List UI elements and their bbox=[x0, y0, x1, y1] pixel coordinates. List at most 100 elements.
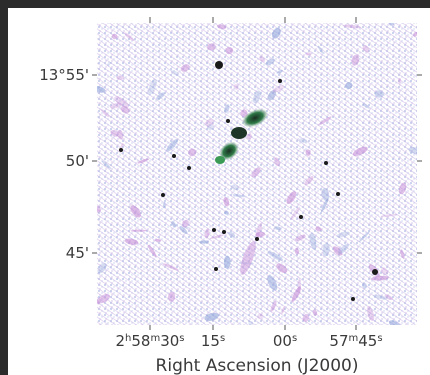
noise-blob bbox=[274, 226, 282, 230]
noise-blob bbox=[361, 282, 367, 289]
noise-blob bbox=[246, 133, 252, 140]
noise-blob bbox=[154, 238, 161, 242]
noise-blob bbox=[380, 213, 398, 217]
point-source bbox=[324, 161, 328, 165]
noise-blob bbox=[294, 234, 306, 242]
y-axis-ticks: 13°55' 50' 45' bbox=[39, 66, 422, 262]
noise-blob bbox=[309, 232, 317, 250]
noise-blob bbox=[321, 198, 329, 213]
noise-blob bbox=[252, 90, 261, 104]
noise-blob bbox=[381, 267, 389, 276]
noise-blob bbox=[130, 229, 148, 232]
noise-blob bbox=[338, 243, 349, 255]
noise-blob bbox=[225, 46, 234, 55]
noise-blob bbox=[290, 206, 300, 220]
noise-blob bbox=[171, 221, 177, 228]
noise-blob bbox=[343, 24, 361, 29]
noise-blob bbox=[255, 231, 266, 238]
noise-blob bbox=[305, 52, 312, 56]
noise-blob bbox=[179, 225, 191, 229]
noise-blob bbox=[182, 219, 189, 228]
noise-blob bbox=[116, 75, 125, 81]
noise-blob bbox=[100, 109, 110, 118]
noise-blob bbox=[238, 262, 255, 265]
point-source bbox=[222, 230, 226, 234]
noise-blob bbox=[97, 86, 106, 93]
noise-blob bbox=[124, 32, 135, 41]
noise-blob bbox=[384, 294, 393, 301]
noise-blob bbox=[232, 194, 246, 198]
noise-blob bbox=[322, 242, 330, 257]
noise-blob bbox=[366, 306, 375, 322]
noise-blob bbox=[362, 103, 370, 109]
noise-blob bbox=[400, 249, 405, 259]
noise-blob bbox=[204, 312, 219, 321]
noise-blob bbox=[188, 148, 197, 157]
noise-blob bbox=[111, 33, 118, 40]
noise-blob bbox=[294, 247, 300, 255]
noise-blob bbox=[274, 157, 280, 167]
noise-blob bbox=[199, 240, 210, 244]
y-tick-label: 50' bbox=[66, 152, 89, 170]
noise-blob bbox=[304, 176, 314, 186]
point-source bbox=[372, 269, 378, 275]
noise-blob bbox=[362, 45, 370, 53]
radio-image-plot: 2h58m30s 15s 00s 57m45s 13°55' 50' 45' Right … bbox=[39, 17, 422, 375]
noise-blob bbox=[97, 263, 107, 274]
y-tick-label: 13°55' bbox=[39, 66, 89, 84]
noise-blob bbox=[110, 102, 122, 109]
noise-blob bbox=[130, 205, 141, 218]
noise-blob bbox=[120, 143, 124, 149]
noise-blob bbox=[166, 138, 178, 152]
noise-blob bbox=[286, 191, 297, 204]
point-source bbox=[212, 228, 216, 232]
point-source bbox=[161, 193, 165, 197]
noise-blob bbox=[110, 129, 119, 137]
noise-blob bbox=[317, 45, 324, 54]
noise-blob bbox=[251, 167, 261, 178]
noise-blob bbox=[117, 129, 124, 140]
noise-blob bbox=[267, 251, 283, 261]
noise-blobs bbox=[97, 23, 417, 325]
noise-blob bbox=[312, 309, 318, 316]
figure: 2h58m30s 15s 00s 57m45s 13°55' 50' 45' Right … bbox=[8, 8, 430, 375]
noise-blob bbox=[223, 255, 231, 269]
noise-blob bbox=[398, 182, 407, 195]
y-tick-label: 45' bbox=[66, 244, 89, 262]
noise-blob bbox=[204, 228, 210, 239]
noise-blob bbox=[120, 106, 130, 114]
noise-blob bbox=[305, 149, 311, 156]
noise-blob bbox=[281, 306, 285, 315]
noise-blob bbox=[210, 234, 224, 239]
noise-blob bbox=[228, 231, 236, 238]
x-tick-label: 00s bbox=[273, 332, 297, 350]
noise-blob bbox=[267, 90, 277, 101]
noise-blob bbox=[162, 201, 166, 209]
noise-blob bbox=[270, 300, 277, 312]
x-axis-label: Right Ascension (J2000) bbox=[156, 356, 359, 375]
image-area bbox=[97, 23, 417, 325]
noise-blob bbox=[351, 54, 360, 66]
noise-blob bbox=[352, 146, 368, 156]
noise-blob bbox=[206, 124, 214, 130]
noise-blob bbox=[388, 23, 395, 26]
point-source bbox=[119, 148, 123, 152]
noise-blob bbox=[167, 291, 176, 302]
point-source bbox=[278, 79, 282, 83]
x-tick-label: 2h58m30s bbox=[115, 332, 184, 350]
jet-structure bbox=[215, 108, 269, 276]
noise-blob bbox=[162, 263, 179, 271]
point-source bbox=[215, 61, 223, 69]
noise-blob bbox=[345, 81, 353, 90]
noise-blob bbox=[156, 92, 165, 100]
noise-blob bbox=[374, 90, 384, 98]
noise-blob bbox=[271, 27, 281, 39]
noise-blob bbox=[259, 56, 266, 63]
noise-blob bbox=[137, 158, 150, 164]
noise-blob bbox=[408, 147, 417, 155]
noise-blob bbox=[336, 231, 350, 238]
noise-blob bbox=[413, 31, 417, 37]
noise-blob bbox=[315, 226, 322, 232]
noise-blob bbox=[148, 244, 157, 258]
noise-blob bbox=[216, 24, 227, 30]
